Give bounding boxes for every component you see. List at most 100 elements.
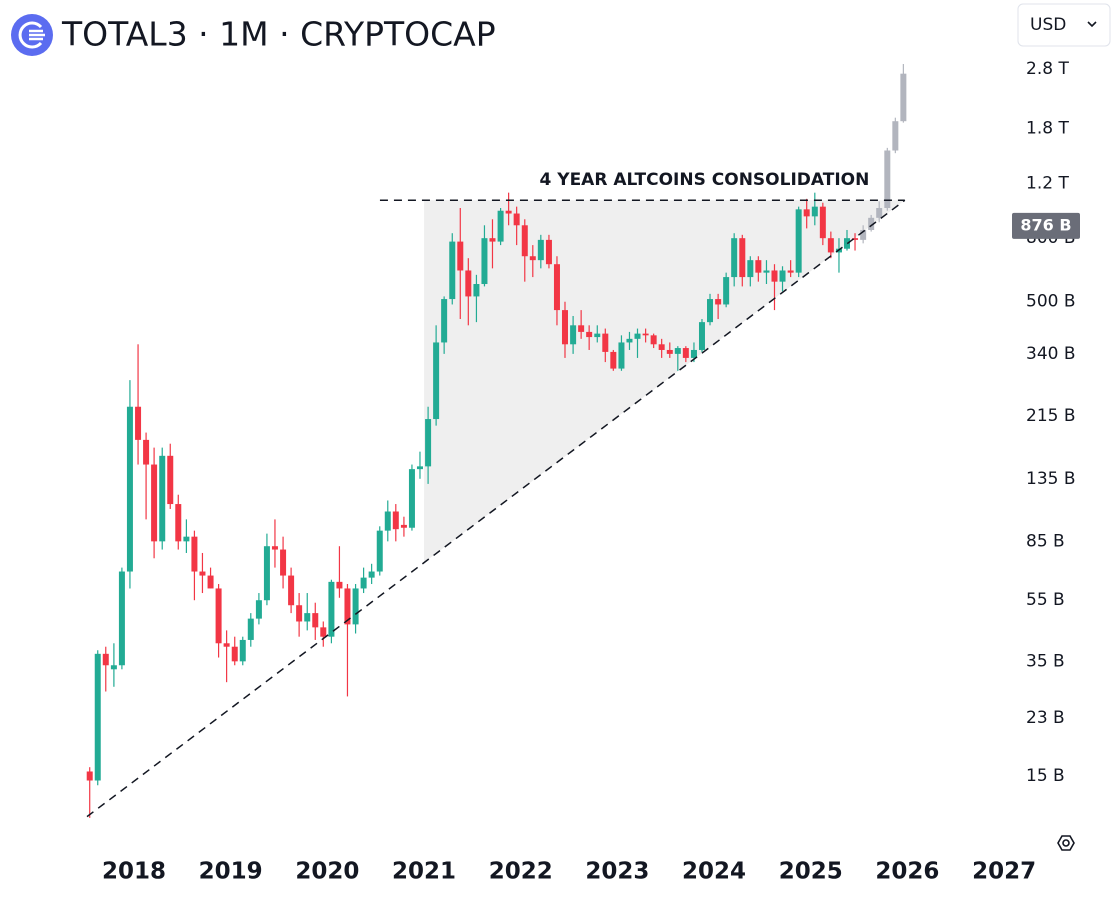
candle-body	[167, 455, 174, 505]
candle-body	[545, 239, 552, 265]
x-tick-label: 2019	[199, 859, 263, 885]
currency-label[interactable]: USD	[1030, 15, 1066, 35]
candle-body	[666, 349, 673, 354]
candle-body	[126, 406, 133, 572]
candle-body	[280, 549, 287, 576]
candle-body	[513, 213, 520, 226]
x-tick-label: 2026	[875, 859, 939, 885]
x-tick-label: 2024	[682, 859, 746, 885]
annotation: 4 YEAR ALTCOINS CONSOLIDATION	[540, 170, 870, 190]
candle-body	[827, 238, 834, 253]
candle-body	[175, 504, 182, 542]
candle-body	[360, 577, 367, 589]
candle-body	[408, 469, 415, 528]
candle-body	[457, 241, 464, 271]
candle-body	[602, 333, 609, 352]
candle-body	[763, 270, 770, 273]
candle-body	[819, 206, 826, 239]
candle-body	[94, 653, 101, 781]
candle-body	[698, 322, 705, 350]
candle-body	[674, 348, 681, 354]
candle-body	[537, 239, 544, 261]
candle-body	[159, 455, 166, 542]
consolidation-zone	[424, 200, 905, 563]
candle-body	[481, 238, 488, 285]
y-tick-label: 215 B	[1026, 406, 1076, 426]
candle-body	[392, 511, 399, 530]
candle-body	[263, 546, 270, 601]
settings-button[interactable]	[1057, 835, 1075, 851]
candle-body	[803, 209, 810, 217]
candle-body	[521, 225, 528, 257]
candle-body	[739, 238, 746, 278]
candle-body	[207, 575, 214, 589]
y-tick-label: 1.8 T	[1026, 119, 1069, 139]
candle-body	[296, 605, 303, 622]
candle-body	[731, 238, 738, 278]
currency-select[interactable]: USD	[1017, 3, 1111, 47]
candle-body	[183, 536, 190, 542]
candle-body	[376, 530, 383, 572]
candle-body	[86, 771, 93, 781]
candle-body	[868, 217, 875, 230]
x-tick-label: 2021	[392, 859, 456, 885]
candle-body	[860, 229, 867, 240]
candle-body	[102, 653, 109, 666]
candle-body	[449, 241, 456, 300]
candle-body	[425, 419, 432, 467]
candle-body	[416, 466, 423, 470]
candle-body	[400, 524, 407, 528]
trendline	[86, 199, 906, 818]
candle-body	[682, 348, 689, 358]
candle-body	[626, 338, 633, 343]
x-tick-label: 2022	[489, 859, 553, 885]
candle-body	[610, 351, 617, 369]
candle-body	[288, 575, 295, 606]
candle-body	[553, 264, 560, 311]
candle-body	[223, 643, 230, 647]
candle-body	[247, 618, 254, 640]
candle-body	[618, 342, 625, 369]
x-tick-label: 2027	[972, 859, 1036, 885]
candle-body	[747, 260, 754, 278]
candle-body	[578, 325, 585, 332]
candle-body	[779, 270, 786, 282]
x-tick-label: 2023	[585, 859, 649, 885]
candle-body	[473, 284, 480, 297]
y-tick-label: 340 B	[1026, 344, 1076, 364]
candle-body	[433, 342, 440, 420]
candle-body	[271, 546, 278, 550]
y-tick-label: 135 B	[1026, 469, 1076, 489]
candle-body	[634, 333, 641, 339]
candle-body	[723, 277, 730, 305]
last-price-box	[1012, 212, 1080, 239]
candle-body	[771, 270, 778, 282]
candle-body	[787, 270, 794, 273]
candle-body	[876, 207, 883, 218]
candle-body	[320, 627, 327, 637]
y-tick-label: 2.8 T	[1026, 59, 1069, 79]
candle-body	[312, 613, 319, 628]
x-tick-label: 2020	[295, 859, 359, 885]
candle-body	[707, 299, 714, 323]
candle-body	[811, 206, 818, 217]
candle-body	[143, 439, 150, 465]
candle-body	[489, 238, 496, 242]
candle-body	[135, 406, 142, 440]
candle-body	[118, 571, 125, 666]
y-tick-label: 55 B	[1026, 590, 1065, 610]
y-tick-label: 85 B	[1026, 531, 1065, 551]
candle-body	[215, 588, 222, 644]
candle-body	[586, 331, 593, 338]
x-tick-label: 2025	[779, 859, 843, 885]
candle-body	[110, 665, 117, 670]
candle-body	[529, 256, 536, 261]
candle-body	[465, 270, 472, 297]
candle-body	[191, 536, 198, 572]
candle-body	[795, 209, 802, 273]
candle-body	[336, 581, 343, 589]
candle-body	[570, 325, 577, 345]
chart-title: TOTAL3 · 1M · CRYPTOCAP	[61, 15, 496, 54]
